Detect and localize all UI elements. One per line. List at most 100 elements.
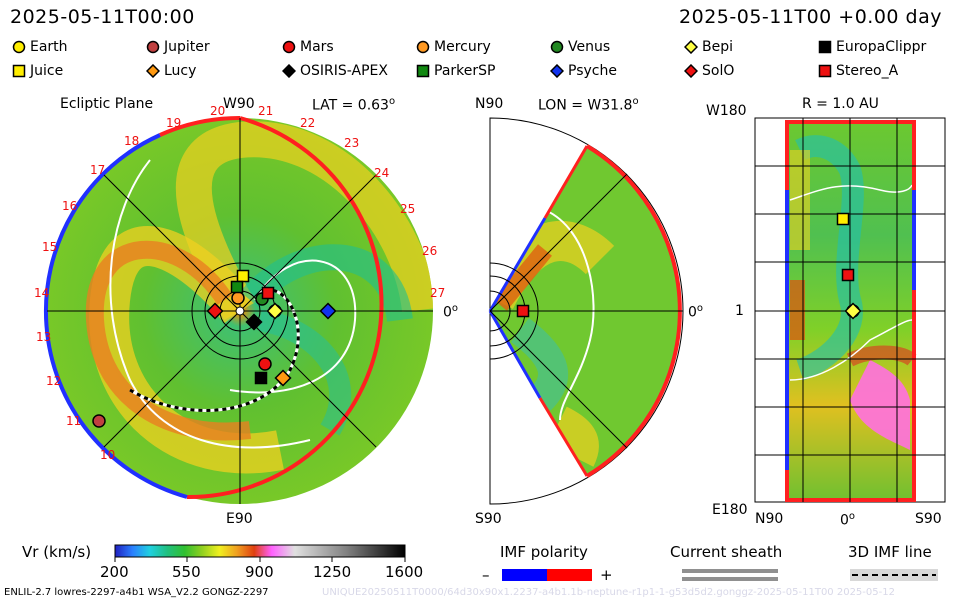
rotation-label: 10: [100, 448, 116, 462]
legend-label: Psyche: [568, 63, 617, 79]
latlon-panel: [754, 117, 946, 503]
model-info: ENLIL-2.7 lowres-2297-a4b1 WSA_V2.2 GONG…: [4, 587, 269, 598]
marker-bepi: [266, 302, 284, 320]
legend-item-jupiter: Jupiter: [146, 38, 210, 56]
legend-square-icon: [416, 64, 430, 78]
imf-line-swatch: [850, 569, 938, 581]
lon-label: LON = W31.8o: [538, 96, 639, 114]
rotation-label: 20: [210, 104, 226, 118]
marker-parkersp: [230, 280, 244, 294]
marker-bepi: [844, 302, 862, 320]
marker-juice: [836, 212, 850, 226]
rotation-label: 13: [36, 330, 52, 344]
rotation-label: 19: [166, 116, 182, 130]
colorbar-label: Vr (km/s): [22, 543, 92, 561]
colorbar-tick-2: 900: [245, 563, 274, 581]
legend-label: Stereo_A: [836, 63, 899, 79]
imf-minus-label: –: [482, 566, 490, 584]
velocity-colorbar: [114, 544, 406, 558]
legend-diamond-icon: [550, 64, 564, 78]
meridional-top-label: N90: [475, 96, 504, 112]
marker-mars: [258, 357, 272, 371]
marker-stereo-a: [841, 268, 855, 282]
lat-label: LAT = 0.63o: [312, 96, 396, 114]
legend-label: Mercury: [434, 39, 491, 55]
marker-solo: [206, 302, 224, 320]
rotation-label: 15: [42, 240, 58, 254]
ecliptic-bottom-label: E90: [226, 511, 253, 527]
rotation-label: 17: [90, 163, 106, 177]
legend-item-earth: Earth: [12, 38, 68, 56]
spacecraft-markers: [92, 212, 862, 428]
legend-diamond-icon: [282, 64, 296, 78]
legend-circle-icon: [416, 40, 430, 54]
marker-osiris-apex: [245, 313, 263, 331]
legend-square-icon: [818, 64, 832, 78]
rotation-label: 16: [62, 199, 78, 213]
imf-positive-swatch: [547, 569, 592, 581]
imf-negative-swatch: [502, 569, 547, 581]
marker-psyche: [319, 302, 337, 320]
timestamp-label: 2025-05-11T00:00: [10, 6, 195, 28]
meridional-right-label: 0o: [688, 303, 704, 321]
rotation-label: 23: [344, 136, 360, 150]
legend-item-solo: SolO: [684, 62, 734, 80]
marker-stereo-a: [261, 286, 275, 300]
colorbar-tick-4: 1600: [385, 563, 424, 581]
marker-lucy: [274, 369, 292, 387]
rotation-label: 11: [66, 414, 82, 428]
colorbar-tick-0: 200: [100, 563, 129, 581]
latlon-x-right: S90: [915, 511, 942, 527]
rotation-label: 12: [46, 374, 62, 388]
legend-diamond-icon: [684, 40, 698, 54]
legend-item-juice: Juice: [12, 62, 63, 80]
legend-item-bepi: Bepi: [684, 38, 733, 56]
rotation-label: 26: [422, 244, 438, 258]
legend-item-europaclippr: EuropaClippr: [818, 38, 926, 56]
legend-label: SolO: [702, 63, 735, 79]
latlon-x-left: N90: [755, 511, 784, 527]
legend-item-parkersp: ParkerSP: [416, 62, 495, 80]
legend-square-icon: [12, 64, 26, 78]
current-sheath-label: Current sheath: [670, 543, 783, 561]
legend-label: Bepi: [702, 39, 733, 55]
ecliptic-top-label: W90: [223, 96, 255, 112]
legend-circle-icon: [550, 40, 564, 54]
legend-label: Earth: [30, 39, 68, 55]
latlon-x-mid: 0o: [840, 511, 856, 529]
legend-circle-icon: [282, 40, 296, 54]
rotation-label: 18: [124, 134, 140, 148]
latlon-left-label: 1: [735, 303, 744, 319]
legend-label: Juice: [30, 63, 64, 79]
legend-diamond-icon: [146, 64, 160, 78]
rotation-label: 21: [258, 104, 274, 118]
colorbar-tick-1: 550: [172, 563, 201, 581]
marker-europaclippr: [254, 371, 268, 385]
legend-circle-icon: [146, 40, 160, 54]
legend-item-psyche: Psyche: [550, 62, 617, 80]
legend-label: EuropaClippr: [836, 39, 927, 55]
ecliptic-plane-panel: [43, 115, 433, 504]
imf-polarity-label: IMF polarity: [500, 543, 588, 561]
colorbar-tick-3: 1250: [313, 563, 352, 581]
legend-item-mars: Mars: [282, 38, 334, 56]
legend-item-venus: Venus: [550, 38, 610, 56]
marker-mercury: [231, 291, 245, 305]
rotation-label: 22: [300, 116, 316, 130]
latlon-bottom-label: E180: [712, 502, 748, 518]
legend-item-mercury: Mercury: [416, 38, 491, 56]
legend-item-stereo-a: Stereo_A: [818, 62, 898, 80]
marker-jupiter: [92, 414, 106, 428]
latlon-top-label: W180: [706, 103, 747, 119]
marker-juice: [236, 269, 250, 283]
run-watermark: UNIQUE20250511T0000/64d30x90x1.2237-a4b1…: [322, 587, 895, 598]
rotation-label: 24: [374, 166, 390, 180]
legend-square-icon: [818, 40, 832, 54]
legend-diamond-icon: [684, 64, 698, 78]
legend-label: OSIRIS-APEX: [300, 63, 388, 79]
rotation-label: 25: [400, 202, 416, 216]
r-label: R = 1.0 AU: [802, 96, 879, 112]
legend-item-osiris-apex: OSIRIS-APEX: [282, 62, 388, 80]
legend-label: Jupiter: [164, 39, 210, 55]
